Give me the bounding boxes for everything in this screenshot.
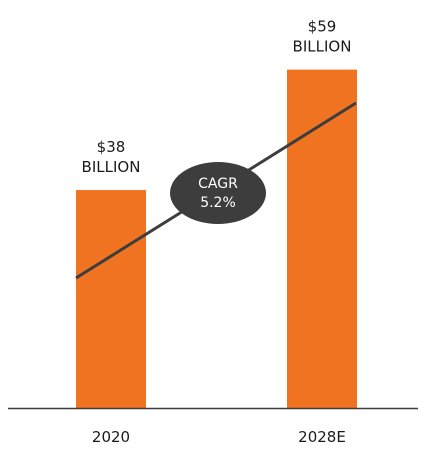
cagr-badge-text-line-2: 5.2%	[200, 195, 236, 211]
bar-2020	[76, 190, 146, 408]
cagr-badge-text-line-1: CAGR	[198, 176, 238, 192]
cagr-badge	[170, 162, 266, 224]
value-label-2020-line-1: $38	[97, 138, 126, 156]
x-tick-label-2028E: 2028E	[298, 428, 346, 446]
value-label-2028E-line-1: $59	[308, 18, 337, 36]
value-label-2028E-line-2: BILLION	[293, 38, 352, 56]
x-tick-label-2020: 2020	[92, 428, 130, 446]
value-label-2020-line-2: BILLION	[82, 158, 141, 176]
bar-2028E	[287, 69, 357, 408]
